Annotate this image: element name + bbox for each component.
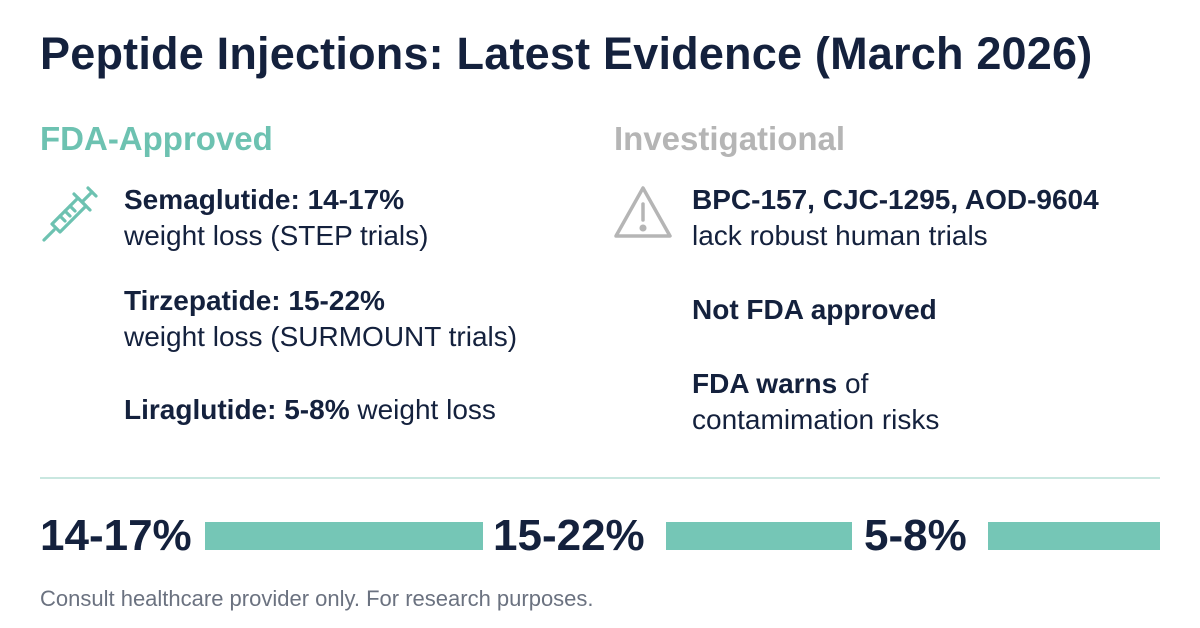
item-detail: lack robust human trials (692, 220, 988, 251)
semaglutide-item: Semaglutide: 14-17% weight loss (STEP tr… (124, 182, 428, 254)
item-name: Liraglutide: 5-8% (124, 394, 350, 425)
not-approved-item: Not FDA approved (692, 292, 937, 328)
divider (40, 477, 1160, 479)
liraglutide-item: Liraglutide: 5-8% weight loss (124, 392, 496, 428)
bar-semaglutide (205, 522, 483, 550)
item-name: Semaglutide: 14-17% (124, 184, 405, 215)
tirzepatide-item: Tirzepatide: 15-22% weight loss (SURMOUN… (124, 283, 517, 355)
bar-liraglutide (988, 522, 1160, 550)
investigational-peptides-item: BPC-157, CJC-1295, AOD-9604 lack robust … (692, 182, 1099, 254)
item-detail: of (845, 368, 869, 399)
bar-tirzepatide (666, 522, 852, 550)
stat-liraglutide: 5-8% (864, 511, 967, 560)
item-name: BPC-157, CJC-1295, AOD-9604 (692, 184, 1099, 215)
syringe-icon (38, 182, 102, 246)
fda-approved-heading: FDA-Approved (40, 120, 273, 157)
warning-icon (612, 184, 674, 240)
footer-disclaimer: Consult healthcare provider only. For re… (40, 586, 594, 611)
item-name: Tirzepatide: 15-22% (124, 285, 385, 316)
fda-warns-item: FDA warns of contamimation risks (692, 366, 939, 438)
page-title: Peptide Injections: Latest Evidence (Mar… (40, 28, 1093, 79)
stat-semaglutide: 14-17% (40, 511, 192, 560)
item-detail-continued: contamimation risks (692, 404, 940, 435)
item-name: Not FDA approved (692, 294, 937, 325)
investigational-heading: Investigational (614, 120, 846, 157)
item-detail: weight loss (357, 394, 496, 425)
item-detail: weight loss (SURMOUNT trials) (124, 321, 518, 352)
item-name: FDA warns (692, 368, 838, 399)
stat-tirzepatide: 15-22% (493, 511, 645, 560)
item-detail: weight loss (STEP trials) (124, 220, 429, 251)
